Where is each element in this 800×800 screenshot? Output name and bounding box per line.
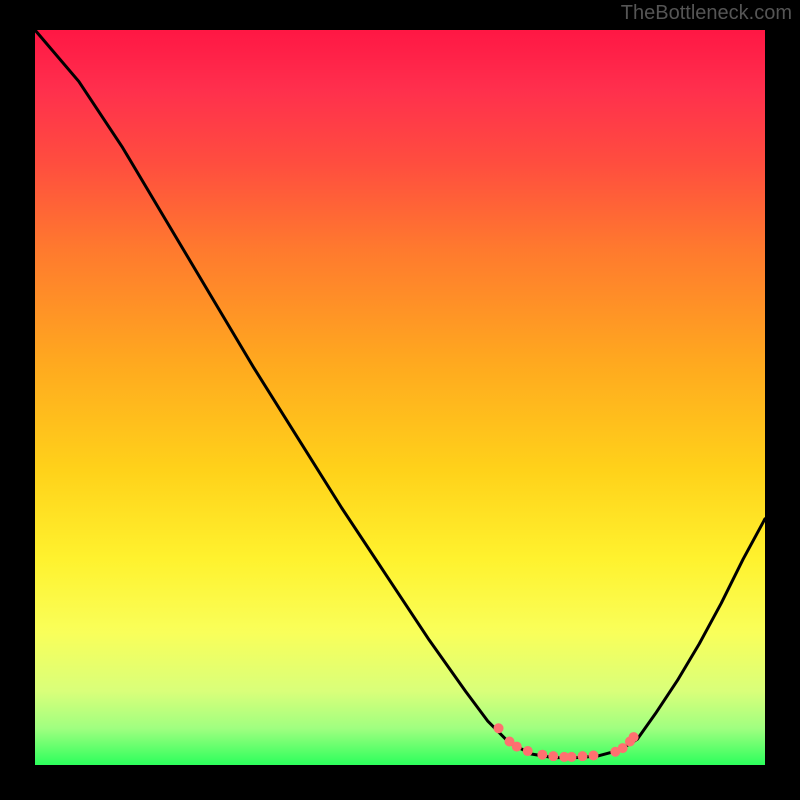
watermark-text: TheBottleneck.com [621,2,792,25]
chart-gradient-bg [35,30,765,765]
plot-area [35,30,765,765]
